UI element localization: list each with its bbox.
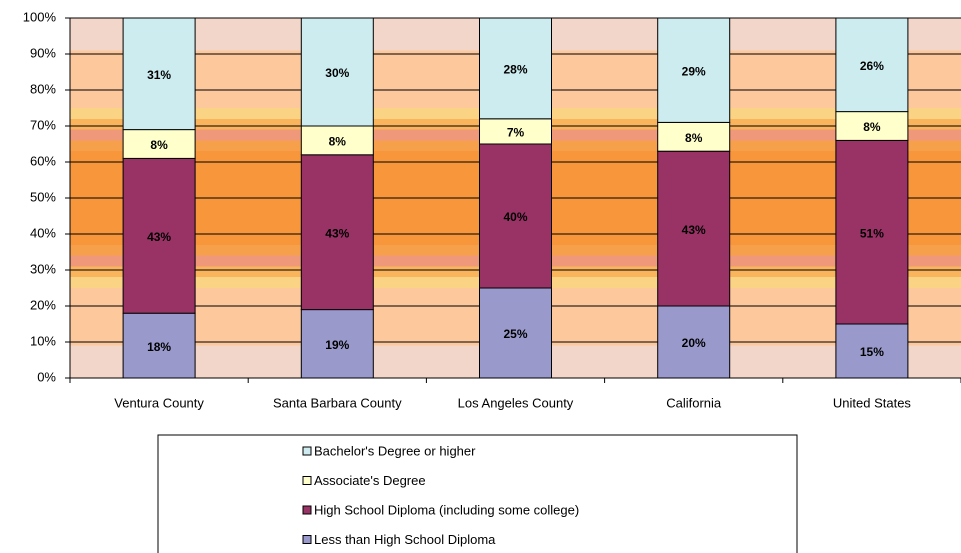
value-label: 7% — [507, 126, 525, 140]
legend-swatch — [302, 535, 312, 544]
bar-segment — [300, 154, 374, 311]
y-tick-label: 0% — [37, 369, 56, 384]
value-label: 19% — [325, 338, 349, 352]
value-label: 28% — [503, 63, 527, 77]
value-label: 8% — [150, 138, 168, 152]
legend-swatch — [302, 446, 312, 456]
bar-segment — [479, 143, 552, 289]
value-label: 29% — [682, 64, 706, 78]
legend-swatch — [302, 476, 312, 485]
value-label: 8% — [863, 120, 881, 134]
bar-segment — [122, 17, 196, 131]
bar-segment — [835, 139, 909, 325]
bar-segment — [300, 17, 374, 127]
x-tick-label: Ventura County — [114, 395, 204, 410]
bar-segment — [479, 287, 552, 379]
legend-box — [157, 434, 798, 553]
x-tick-label: United States — [833, 395, 912, 410]
y-tick-label: 70% — [30, 117, 56, 132]
value-label: 8% — [329, 135, 347, 149]
value-label: 20% — [682, 336, 706, 350]
y-tick-label: 50% — [30, 189, 56, 204]
legend-label: Bachelor's Degree or higher — [314, 443, 476, 458]
value-label: 26% — [860, 59, 884, 73]
y-tick-label: 20% — [30, 297, 56, 312]
bar-segment — [835, 17, 909, 113]
value-label: 15% — [860, 345, 884, 359]
bar-segment — [122, 312, 196, 379]
x-tick-label: Los Angeles County — [458, 395, 574, 410]
y-tick-label: 60% — [30, 153, 56, 168]
legend-label: Associate's Degree — [314, 473, 426, 488]
bar-segment — [479, 17, 552, 120]
value-label: 40% — [503, 210, 527, 224]
value-label: 8% — [685, 131, 703, 145]
value-label: 25% — [503, 327, 527, 341]
value-label: 43% — [682, 223, 706, 237]
x-tick-label: Santa Barbara County — [273, 395, 402, 410]
y-tick-label: 30% — [30, 261, 56, 276]
value-label: 51% — [860, 226, 884, 240]
x-tick-label: California — [666, 395, 722, 410]
y-tick-label: 90% — [30, 45, 56, 60]
bar-segment — [300, 125, 374, 156]
value-label: 43% — [147, 230, 171, 244]
legend-label: Less than High School Diploma — [314, 532, 496, 547]
bar-segment — [122, 157, 196, 314]
value-label: 30% — [325, 66, 349, 80]
value-label: 18% — [147, 340, 171, 354]
bar-segment — [657, 17, 731, 123]
bar-segment — [657, 305, 731, 379]
bar-segment — [657, 150, 731, 307]
bar-segment — [122, 129, 196, 159]
bar-segment — [479, 118, 552, 145]
y-tick-label: 10% — [30, 333, 56, 348]
value-label: 31% — [147, 68, 171, 82]
y-tick-label: 40% — [30, 225, 56, 240]
legend-label: High School Diploma (including some coll… — [314, 502, 579, 517]
value-label: 43% — [325, 226, 349, 240]
y-tick-label: 80% — [30, 81, 56, 96]
y-tick-label: 100% — [23, 9, 57, 24]
legend-swatch — [302, 505, 312, 515]
